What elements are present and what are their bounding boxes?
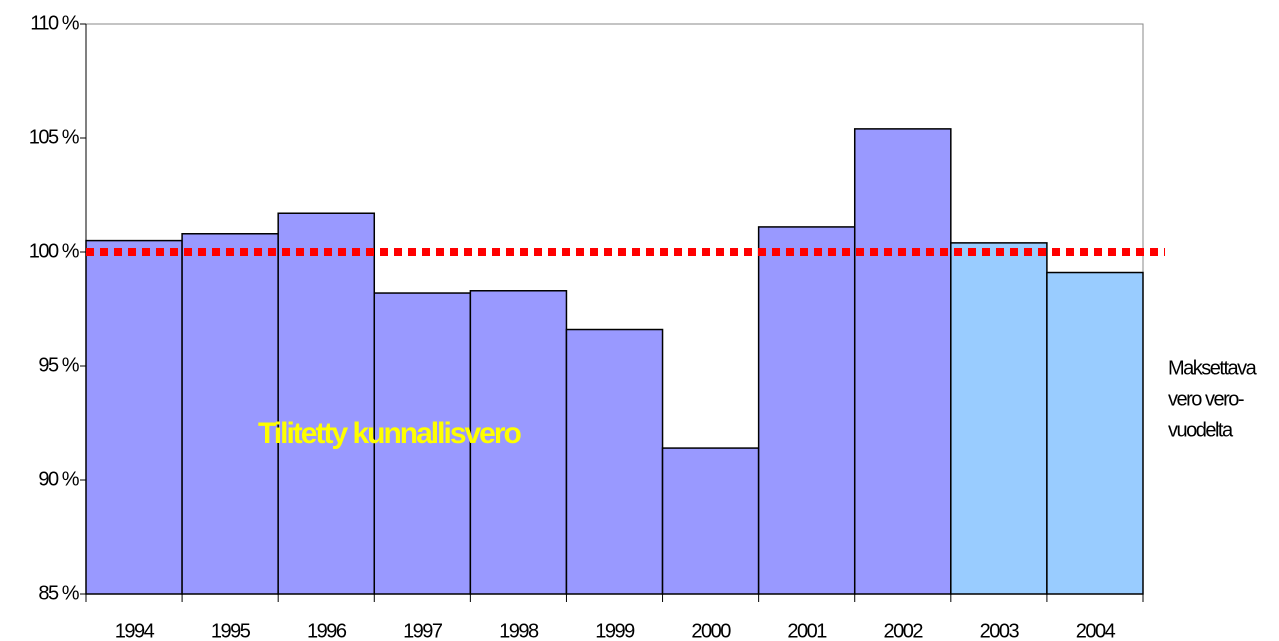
bar <box>373 292 472 595</box>
bar <box>277 212 376 595</box>
y-tick-label: 90 % <box>38 468 79 490</box>
y-tick-label: 110 % <box>30 12 79 34</box>
x-tick-label: 1997 <box>403 620 443 641</box>
annotation: vero vero- <box>1168 388 1244 410</box>
annotation: Tilitetty kunnallisvero <box>258 417 522 450</box>
x-tick-label: 2002 <box>884 620 924 641</box>
bar <box>853 128 952 595</box>
bar <box>181 233 279 595</box>
bar <box>950 242 1048 595</box>
x-tick-label: 2001 <box>787 620 827 641</box>
x-tick-label: 1995 <box>211 620 251 641</box>
x-tick-label: 1999 <box>595 620 635 641</box>
y-tick-label: 100 % <box>29 240 80 262</box>
bar <box>661 447 760 595</box>
bar <box>469 290 568 595</box>
y-tick-label: 85 % <box>38 582 79 604</box>
x-tick-label: 2000 <box>691 620 731 641</box>
bar <box>1046 271 1144 595</box>
x-tick-label: 2004 <box>1076 620 1116 641</box>
y-tick-label: 105 % <box>29 126 80 148</box>
annotation: Maksettava <box>1168 357 1258 379</box>
annotation: vuodelta <box>1168 419 1234 441</box>
bar <box>757 226 856 595</box>
bar <box>85 239 183 595</box>
x-tick-label: 1996 <box>307 620 347 641</box>
x-tick-label: 1994 <box>115 620 155 641</box>
bar <box>565 328 664 595</box>
x-tick-label: 2003 <box>980 620 1020 641</box>
y-tick-label: 95 % <box>38 354 79 376</box>
x-tick-label: 1998 <box>499 620 539 641</box>
